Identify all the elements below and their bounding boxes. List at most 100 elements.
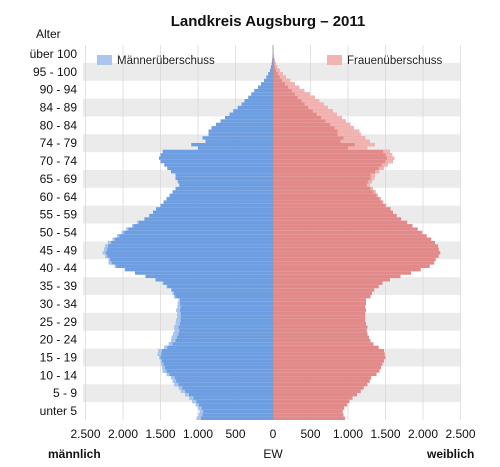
age-label: 60 - 64 [40, 190, 78, 204]
female-bar [273, 217, 402, 221]
male-surplus-bar [158, 349, 162, 353]
age-label: unter 5 [40, 404, 78, 418]
female-bar [273, 399, 350, 404]
male-surplus-bar [108, 257, 111, 262]
male-surplus-bar [162, 281, 164, 285]
female-surplus-bar [379, 197, 381, 201]
male-bar [160, 203, 273, 208]
legend-male-surplus-swatch [97, 55, 112, 65]
female-surplus-bar [354, 142, 375, 147]
male-surplus-bar [112, 237, 115, 241]
female-surplus-bar [285, 82, 295, 86]
female-bar [273, 396, 353, 400]
female-surplus-bar [275, 65, 278, 69]
female-bar [273, 82, 295, 86]
female-bar [273, 149, 390, 154]
male-surplus-bar [121, 230, 124, 235]
male-bar [108, 257, 273, 262]
male-surplus-bar [176, 308, 180, 312]
male-surplus-bar [178, 386, 183, 390]
male-surplus-bar [198, 413, 203, 417]
female-bar [273, 129, 360, 133]
female-bar [273, 197, 381, 201]
female-surplus-bar [368, 180, 372, 184]
age-label: 65 - 69 [40, 172, 78, 186]
male-bar [158, 349, 273, 353]
right-label-female: weiblich [426, 447, 474, 461]
male-bar [108, 261, 273, 265]
female-bar [273, 207, 391, 211]
x-tick-label: 500 [225, 427, 245, 441]
male-surplus-bar [177, 311, 181, 316]
male-bar [208, 129, 273, 133]
male-surplus-bar [162, 369, 167, 373]
male-bar [196, 416, 273, 420]
female-bar [273, 325, 368, 329]
female-bar [273, 159, 393, 164]
age-label: 5 - 9 [53, 386, 77, 400]
male-bar [233, 109, 273, 113]
female-bar [273, 322, 366, 326]
male-bar [163, 200, 273, 204]
male-bar [174, 295, 273, 299]
female-bar [273, 392, 357, 397]
male-bar [105, 254, 273, 258]
male-bar [189, 396, 273, 400]
male-bar [177, 311, 273, 316]
female-bar [273, 305, 366, 309]
male-bar [261, 82, 273, 86]
male-bar [166, 197, 273, 201]
male-surplus-bar [171, 335, 177, 339]
female-surplus-bar [390, 207, 391, 211]
male-surplus-bar [160, 359, 162, 363]
male-surplus-bar [192, 399, 197, 404]
male-bar [173, 332, 273, 336]
male-bar [162, 149, 273, 154]
female-bar [273, 99, 320, 103]
male-surplus-bar [108, 240, 111, 245]
female-bar [273, 213, 397, 218]
female-surplus-bar [321, 115, 342, 120]
male-surplus-bar [124, 267, 126, 272]
male-bar [175, 176, 273, 181]
female-bar [273, 389, 361, 393]
female-surplus-bar [382, 200, 384, 204]
female-bar [273, 271, 411, 275]
female-bar [273, 318, 366, 323]
male-bar [244, 99, 273, 103]
male-bar [104, 247, 273, 252]
male-bar [171, 335, 273, 339]
male-surplus-bar [161, 362, 164, 366]
male-bar [268, 72, 273, 76]
male-bar [198, 406, 273, 410]
male-bar [179, 183, 273, 187]
female-bar [273, 78, 291, 83]
male-bar [169, 193, 273, 198]
male-bar [176, 308, 273, 312]
male-bar [229, 112, 273, 116]
female-bar [273, 261, 435, 265]
female-bar [273, 112, 337, 116]
female-surplus-bar [376, 193, 378, 198]
age-label: 70 - 74 [40, 154, 78, 168]
male-bar [216, 122, 273, 127]
x-axis-label: EW [263, 447, 283, 461]
female-bar [273, 230, 423, 235]
male-bar [172, 379, 273, 383]
male-surplus-bar [177, 305, 181, 309]
male-bar [132, 224, 273, 228]
male-surplus-bar [166, 372, 170, 377]
male-surplus-bar [172, 379, 177, 383]
male-bar [172, 291, 273, 295]
female-surplus-bar [370, 176, 375, 181]
male-bar [177, 180, 273, 184]
age-label: 10 - 14 [40, 368, 78, 382]
male-surplus-bar [155, 278, 156, 282]
female-bar [273, 359, 384, 363]
male-bar [191, 142, 273, 147]
male-surplus-bar [196, 416, 201, 420]
female-surplus-bar [370, 173, 375, 177]
female-bar [273, 240, 435, 245]
female-surplus-bar [308, 105, 328, 110]
female-bar [273, 170, 380, 174]
